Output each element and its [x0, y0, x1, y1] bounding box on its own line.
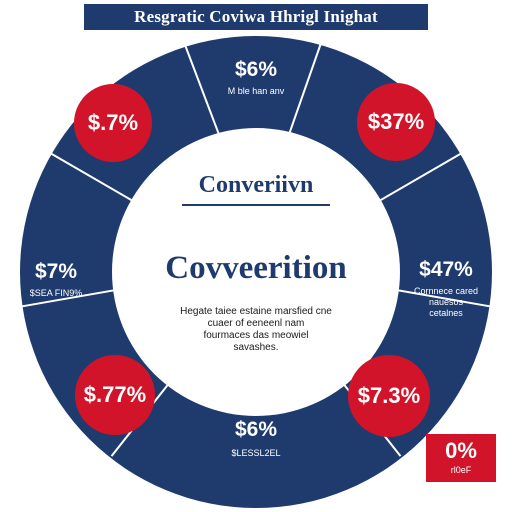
- hub-divider: [182, 204, 330, 206]
- badge-bottom-right: [348, 355, 430, 437]
- segment-top-caption: M ble han anv: [227, 86, 285, 96]
- badge-bottom-right-value: $7.3%: [357, 383, 421, 408]
- badge-bottom-left-value: $.77%: [83, 382, 147, 407]
- segment-top-value: $6%: [234, 58, 278, 81]
- badge-top-left-value: $.7%: [87, 110, 139, 135]
- corner-callout: 0% rl0eF: [426, 434, 496, 482]
- hub-main-label: Covveerition: [165, 250, 347, 286]
- segment-bottom-caption: $LESSL2EL: [231, 448, 281, 458]
- corner-caption: rl0eF: [450, 465, 472, 475]
- segment-left-value: $7%: [34, 260, 78, 283]
- badge-bottom-left: [75, 355, 155, 435]
- badge-top-left: [74, 84, 152, 162]
- hub-heading: Converiivn: [198, 172, 314, 198]
- ring-dividers: [22, 38, 490, 457]
- corner-value: 0%: [445, 438, 477, 463]
- badge-top-right: [357, 83, 435, 161]
- badge-top-right-value: $37%: [367, 109, 425, 134]
- page-title: Resgratic Coviwa Hhrigl Inighat: [84, 4, 428, 30]
- segment-left-caption: $SEA FIN9%: [29, 288, 83, 298]
- segment-bottom-value: $6%: [234, 418, 278, 441]
- segment-right-value: $47%: [419, 258, 473, 281]
- hub-body-text: Hegate taiee estaine marsfied cne cuaer …: [180, 306, 332, 353]
- segment-right-caption: Cornnece cared nauesos cetalnes: [413, 286, 479, 318]
- hub-circle: [112, 128, 400, 416]
